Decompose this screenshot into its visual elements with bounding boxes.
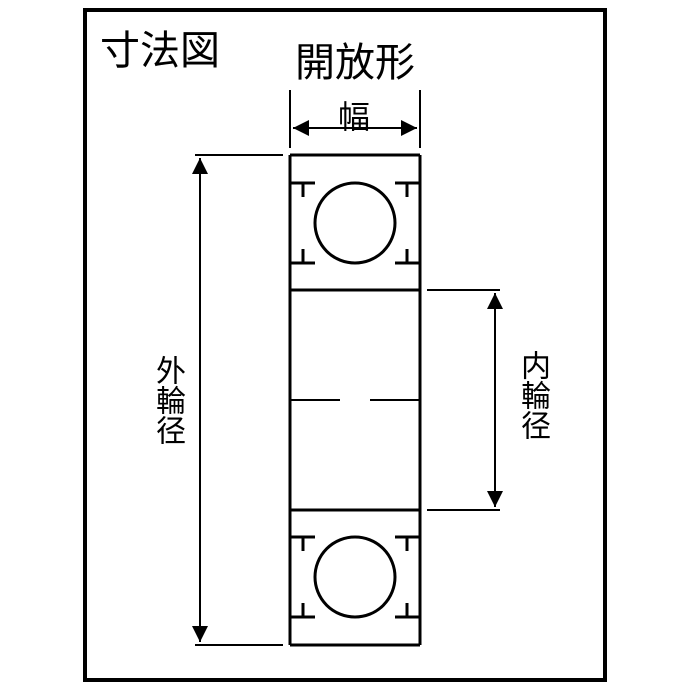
- diagram-canvas: 寸法図 開放形 幅 外輪径 内輪径: [0, 0, 691, 691]
- dim-width: [290, 90, 420, 148]
- dim-outer-diameter: [195, 155, 283, 645]
- bearing-body: [290, 155, 420, 645]
- frame-border: [85, 10, 605, 680]
- diagram-svg: [0, 0, 691, 691]
- dim-inner-diameter: [427, 290, 500, 510]
